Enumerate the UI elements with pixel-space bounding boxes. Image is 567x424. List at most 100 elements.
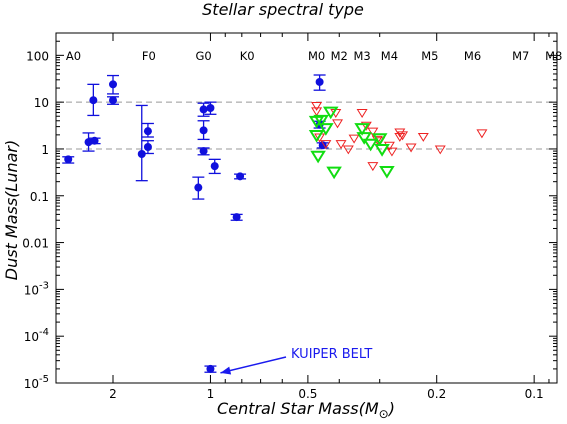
upper-limit-red-point bbox=[348, 134, 360, 144]
spectral-type-label: M7 bbox=[512, 49, 529, 63]
upper-limit-red-point bbox=[367, 127, 379, 137]
detection-point bbox=[232, 213, 241, 222]
upper-limit-red-point bbox=[342, 145, 354, 155]
upper-limit-green-point bbox=[326, 166, 342, 180]
detection-point bbox=[194, 183, 203, 192]
upper-limit-red-point bbox=[434, 145, 446, 155]
upper-limit-red-point bbox=[320, 140, 332, 150]
y-tick-label-exponent: -5 bbox=[39, 374, 49, 385]
spectral-type-label: M5 bbox=[421, 49, 438, 63]
y-tick-label: 10-4 bbox=[24, 327, 49, 344]
detection-point bbox=[199, 105, 208, 114]
detection-point bbox=[236, 172, 245, 181]
x-axis-label-sub: ⊙ bbox=[379, 407, 389, 421]
y-tick-label: 0.1 bbox=[30, 190, 49, 204]
upper-limit-red-point bbox=[394, 132, 406, 142]
upper-limit-red-point bbox=[397, 131, 409, 141]
detection-point bbox=[199, 147, 208, 156]
upper-limit-green-point bbox=[379, 165, 395, 179]
upper-limit-green-point bbox=[362, 138, 379, 152]
y-tick-label-base: 10 bbox=[34, 96, 49, 110]
y-tick-label-base: 100 bbox=[26, 49, 49, 63]
detection-point bbox=[90, 136, 99, 145]
spectral-type-label: M2 bbox=[331, 49, 348, 63]
annotation-arrowhead bbox=[220, 366, 232, 375]
y-tick-label-exponent: -3 bbox=[39, 280, 49, 291]
y-tick-label-base: 10 bbox=[24, 377, 39, 391]
detection-point bbox=[318, 141, 327, 150]
upper-limit-green-point bbox=[318, 123, 334, 136]
x-tick-label: 0.5 bbox=[298, 387, 317, 401]
spectral-type-label: G0 bbox=[195, 49, 211, 63]
x-tick-label: 1 bbox=[207, 387, 215, 401]
x-tick-label: 0.2 bbox=[427, 387, 446, 401]
spectral-type-label: A0 bbox=[66, 49, 81, 63]
x-tick-labels: 2 1 0.5 0.2 0.1 bbox=[109, 387, 544, 401]
spectral-type-label: K0 bbox=[240, 49, 255, 63]
y-tick-label-base: 0.1 bbox=[30, 190, 49, 204]
annotation-label: KUIPER BELT bbox=[291, 347, 372, 362]
detection-point bbox=[137, 150, 146, 159]
detection-point bbox=[109, 80, 118, 89]
upper-limit-red-point bbox=[356, 109, 368, 118]
spectral-type-label: M3 bbox=[353, 49, 370, 63]
y-tick-label-base: 1 bbox=[41, 143, 49, 157]
y-tick-label-base: 0.01 bbox=[22, 237, 49, 251]
reference-lines bbox=[56, 101, 557, 150]
axis-ticks bbox=[55, 32, 557, 384]
data-marks bbox=[62, 74, 488, 373]
chart-title: Stellar spectral type bbox=[202, 0, 364, 19]
y-axis-label: Dust Mass(Lunar) bbox=[2, 140, 21, 281]
y-tick-label: 0.01 bbox=[22, 237, 49, 251]
upper-limit-red-point bbox=[405, 143, 417, 153]
upper-limit-red-point bbox=[311, 107, 323, 117]
upper-limit-red-point bbox=[476, 129, 488, 139]
detection-point bbox=[64, 155, 73, 164]
spectral-type-label: M0 bbox=[308, 49, 325, 63]
annotations: KUIPER BELT bbox=[220, 347, 372, 375]
spectral-type-label: M8 bbox=[545, 49, 562, 63]
spectral-type-label: F0 bbox=[142, 49, 156, 63]
detection-point bbox=[199, 126, 208, 135]
y-tick-label-exponent: -4 bbox=[39, 327, 49, 338]
y-tick-label-base: 10 bbox=[24, 283, 39, 297]
detection-point bbox=[315, 77, 324, 86]
upper-limit-red-point bbox=[417, 132, 429, 142]
detection-point bbox=[109, 96, 118, 105]
y-tick-label-base: 10 bbox=[24, 330, 39, 344]
detection-point bbox=[143, 127, 152, 136]
y-tick-label: 10-5 bbox=[24, 374, 49, 391]
x-axis-label-main: Central Star Mass(M bbox=[217, 399, 379, 418]
y-tick-label: 100 bbox=[26, 49, 49, 63]
upper-limit-red-point bbox=[311, 101, 323, 111]
detection-point bbox=[206, 103, 215, 112]
upper-limit-red-point bbox=[335, 140, 347, 150]
upper-limit-red-point bbox=[394, 128, 406, 138]
upper-limit-green-point bbox=[354, 123, 370, 136]
upper-limit-red-point bbox=[386, 147, 398, 157]
x-axis-label-close: ) bbox=[388, 399, 395, 418]
annotation-arrow-line bbox=[220, 356, 287, 374]
detection-point bbox=[210, 162, 219, 171]
upper-limit-green-point bbox=[310, 150, 326, 164]
y-tick-label: 1 bbox=[41, 143, 49, 157]
upper-limit-green-point bbox=[313, 114, 329, 128]
y-tick-label: 10 bbox=[34, 96, 49, 110]
x-tick-label: 0.1 bbox=[525, 387, 544, 401]
x-tick-label: 2 bbox=[109, 387, 117, 401]
plot-area-frame bbox=[55, 32, 558, 384]
detection-point bbox=[143, 143, 152, 152]
upper-limit-red-point bbox=[367, 162, 379, 172]
upper-limit-green-point bbox=[356, 132, 372, 145]
upper-limit-green-point bbox=[308, 129, 325, 143]
upper-limit-green-point bbox=[374, 144, 390, 157]
detection-point bbox=[89, 96, 98, 105]
spectral-type-label: M4 bbox=[381, 49, 398, 63]
spectral-type-label: M6 bbox=[464, 49, 481, 63]
upper-limit-red-point bbox=[332, 119, 344, 129]
upper-limit-green-point bbox=[322, 106, 339, 120]
x-axis-label: Central Star Mass(M⊙) bbox=[217, 399, 395, 421]
spectral-type-labels: A0 F0 G0 K0 M0 M2 M3 M4 M5 M6 M7 M8 bbox=[66, 49, 563, 63]
